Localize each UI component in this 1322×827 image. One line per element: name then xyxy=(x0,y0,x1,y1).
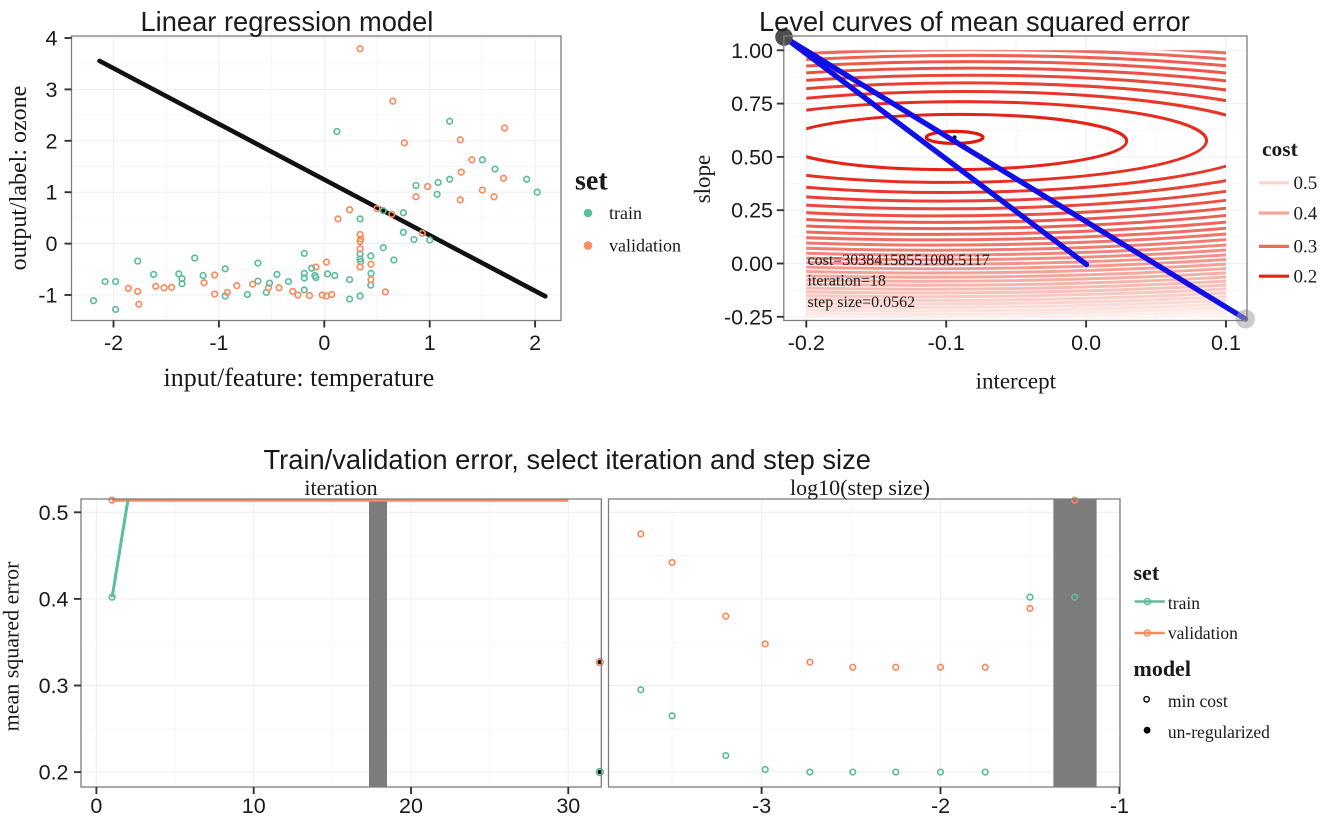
svg-text:input/feature: temperature: input/feature: temperature xyxy=(164,363,435,392)
svg-text:0: 0 xyxy=(46,232,58,256)
svg-text:-0.2: -0.2 xyxy=(788,331,825,355)
svg-text:Train/validation error, select: Train/validation error, select iteration… xyxy=(264,444,871,475)
svg-text:iteration=18: iteration=18 xyxy=(808,273,886,290)
svg-text:0.50: 0.50 xyxy=(731,145,773,169)
svg-text:0.2: 0.2 xyxy=(39,761,69,785)
svg-text:cost=30384158551008.5117: cost=30384158551008.5117 xyxy=(808,252,990,269)
svg-text:0.3: 0.3 xyxy=(39,674,69,698)
svg-text:-2: -2 xyxy=(104,331,123,355)
svg-text:log10(step size): log10(step size) xyxy=(790,475,930,500)
svg-text:30: 30 xyxy=(556,794,580,818)
svg-text:20: 20 xyxy=(399,794,423,818)
svg-text:0.0: 0.0 xyxy=(1071,331,1101,355)
svg-text:set: set xyxy=(1134,560,1160,585)
svg-text:intercept: intercept xyxy=(976,369,1057,394)
svg-text:model: model xyxy=(1134,656,1191,681)
svg-text:0: 0 xyxy=(90,794,102,818)
svg-text:0.2: 0.2 xyxy=(1294,267,1318,288)
svg-text:iteration: iteration xyxy=(304,475,377,500)
svg-text:mean squared error: mean squared error xyxy=(0,561,24,731)
svg-text:min cost: min cost xyxy=(1168,691,1228,711)
svg-text:0.00: 0.00 xyxy=(731,252,773,276)
svg-text:validation: validation xyxy=(609,236,681,256)
svg-text:-0.25: -0.25 xyxy=(724,305,773,329)
svg-text:Linear regression model: Linear regression model xyxy=(141,6,434,37)
svg-text:-3: -3 xyxy=(752,794,771,818)
svg-text:2: 2 xyxy=(529,331,541,355)
svg-text:2: 2 xyxy=(46,129,58,153)
svg-text:1.00: 1.00 xyxy=(731,39,773,63)
svg-text:un-regularized: un-regularized xyxy=(1168,722,1270,742)
svg-text:3: 3 xyxy=(46,78,58,102)
svg-text:slope: slope xyxy=(690,155,715,204)
svg-text:0.5: 0.5 xyxy=(39,501,69,525)
svg-text:0.5: 0.5 xyxy=(1294,173,1318,194)
svg-text:-1: -1 xyxy=(38,284,57,308)
svg-text:train: train xyxy=(1168,593,1200,613)
svg-text:0.4: 0.4 xyxy=(39,587,69,611)
svg-text:0.4: 0.4 xyxy=(1294,203,1318,224)
svg-text:output/label: ozone: output/label: ozone xyxy=(6,86,32,271)
svg-text:-2: -2 xyxy=(931,794,950,818)
svg-text:validation: validation xyxy=(1168,623,1238,643)
svg-text:0.1: 0.1 xyxy=(1211,331,1241,355)
svg-text:0.25: 0.25 xyxy=(731,199,773,223)
svg-text:1: 1 xyxy=(424,331,436,355)
svg-text:1: 1 xyxy=(46,181,58,205)
svg-text:10: 10 xyxy=(242,794,266,818)
svg-text:-0.1: -0.1 xyxy=(928,331,965,355)
svg-text:0: 0 xyxy=(318,331,330,355)
svg-text:-1: -1 xyxy=(1110,794,1129,818)
svg-text:train: train xyxy=(609,203,642,223)
svg-text:0.3: 0.3 xyxy=(1294,237,1318,258)
svg-text:0.75: 0.75 xyxy=(731,92,773,116)
svg-text:set: set xyxy=(575,166,608,197)
svg-text:4: 4 xyxy=(46,27,58,51)
svg-text:-1: -1 xyxy=(209,331,228,355)
svg-text:step size=0.0562: step size=0.0562 xyxy=(808,294,916,311)
svg-text:Level curves of mean squared e: Level curves of mean squared error xyxy=(759,6,1190,37)
svg-text:cost: cost xyxy=(1262,137,1299,161)
